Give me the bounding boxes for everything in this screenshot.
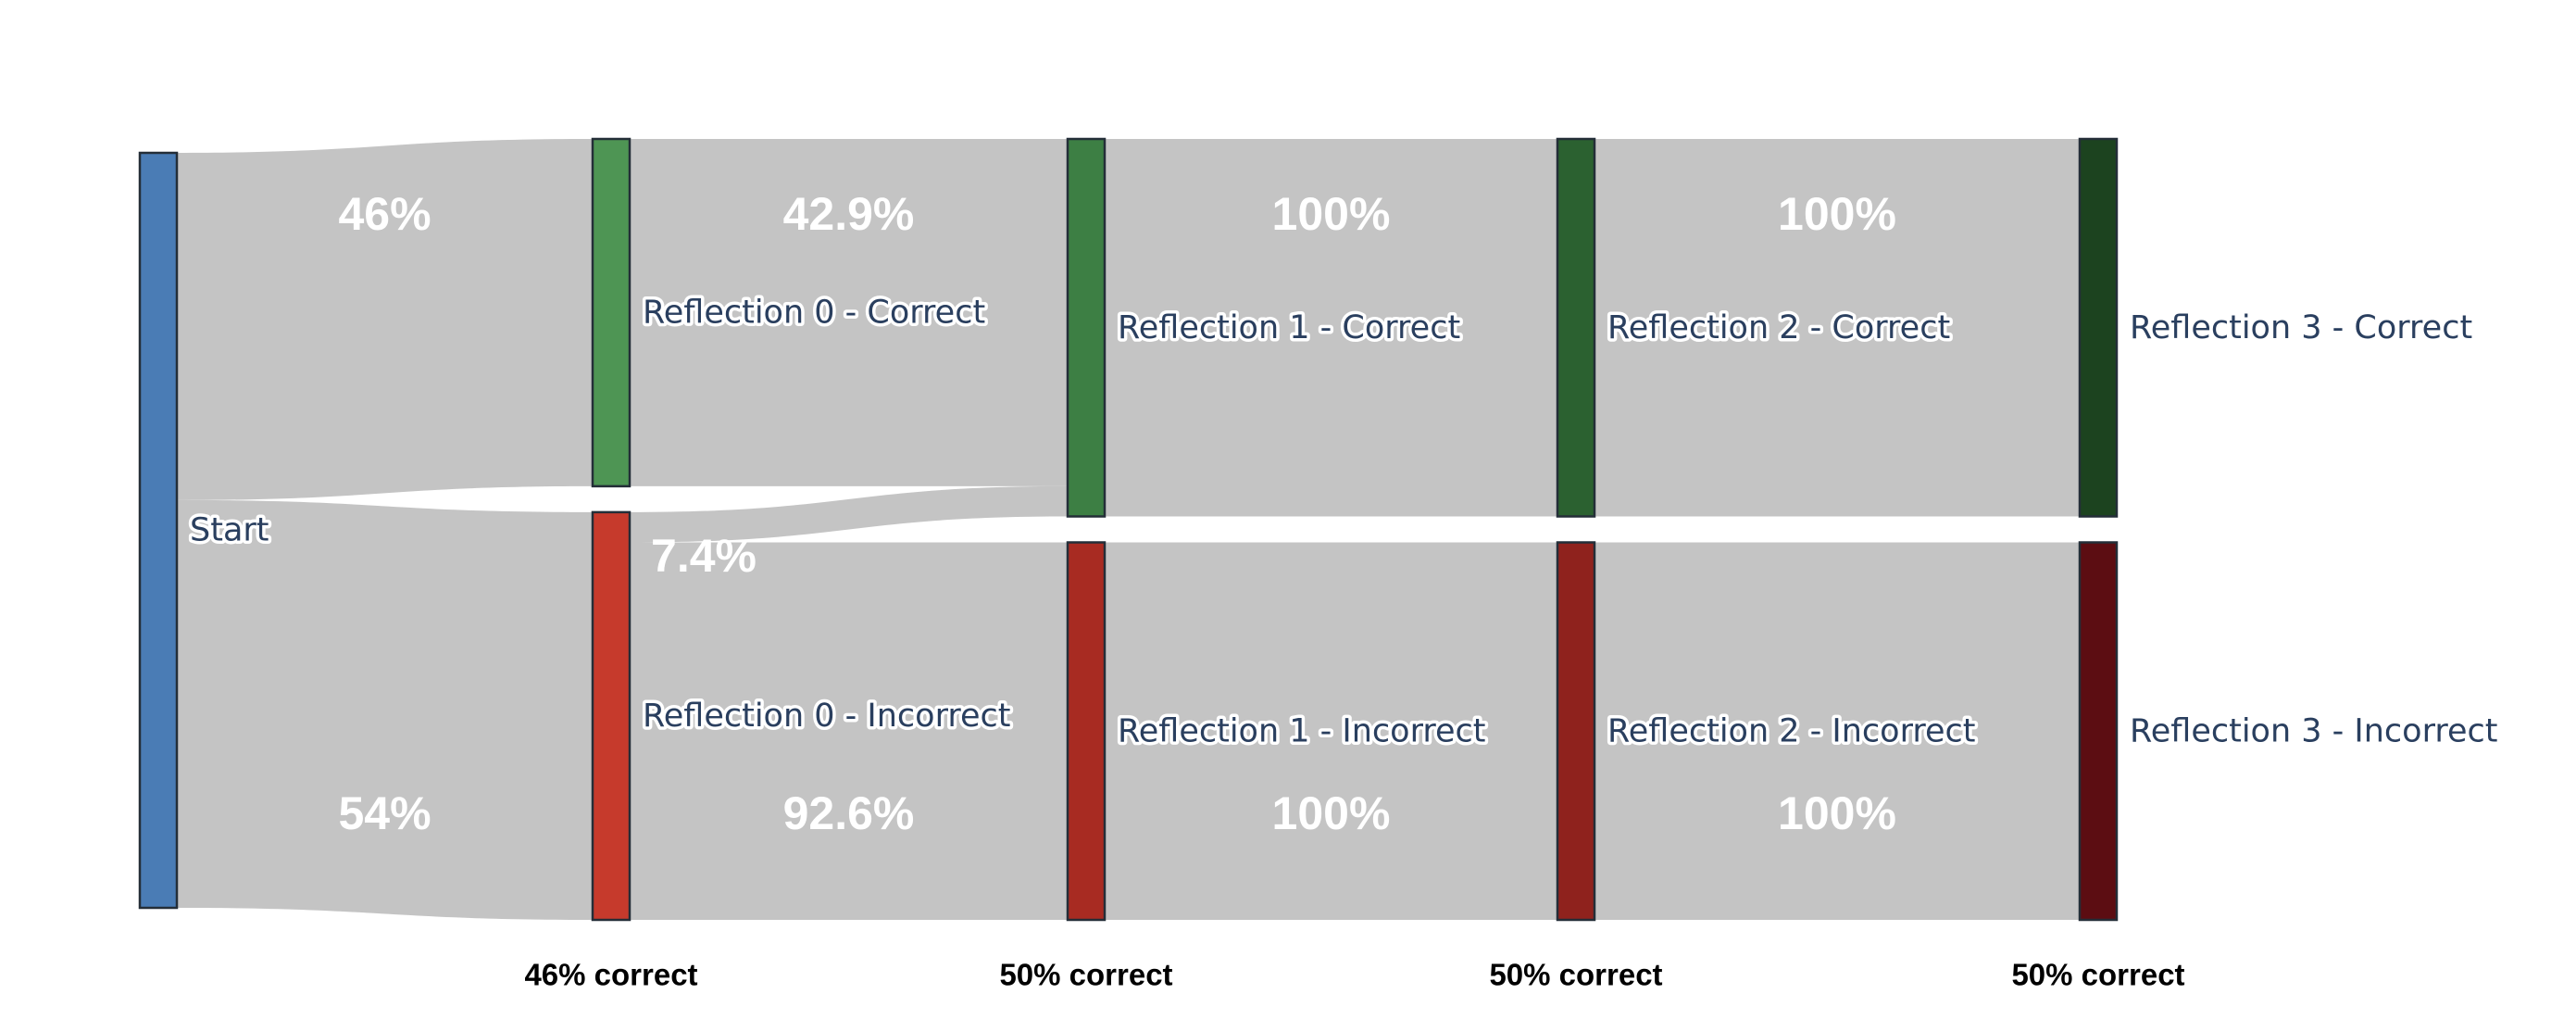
sankey-links (177, 139, 2080, 920)
flow-value-label: 42.9% (783, 188, 915, 240)
node-r1c[interactable] (1066, 137, 1107, 518)
node-start[interactable] (138, 151, 179, 910)
node-label-r2i: Reflection 2 - Incorrect (1607, 712, 1975, 749)
sankey-nodes (138, 137, 2119, 922)
node-r0c[interactable] (591, 137, 631, 488)
flow-r0i-to-r1i[interactable] (630, 542, 1068, 921)
axis-label-round-0: 46% correct (524, 958, 697, 992)
flow-r2i-to-r3i[interactable] (1594, 542, 2080, 921)
sankey-labels: 46% 54% 42.9% 7.4% 92.6% 100% 100% 100% 100% Star… (187, 188, 2501, 992)
flow-value-label: 46% (338, 188, 431, 240)
flow-value-label: 92.6% (783, 787, 915, 839)
node-label-r0i: Reflection 0 - Incorrect (643, 698, 1010, 735)
node-label-start: Start (190, 512, 269, 549)
node-label-r1i: Reflection 1 - Incorrect (1118, 712, 1485, 749)
node-label-r1c: Reflection 1 - Correct (1118, 309, 1460, 346)
node-r1i[interactable] (1066, 541, 1107, 922)
flow-r2c-to-r3c[interactable] (1594, 139, 2080, 517)
node-r0i[interactable] (591, 510, 631, 922)
node-r3i[interactable] (2078, 541, 2119, 922)
node-label-r3c: Reflection 3 - Correct (2130, 309, 2472, 346)
flow-r0i-to-r1c[interactable] (630, 485, 1068, 543)
flow-value-label: 100% (1778, 188, 1896, 240)
flow-start-to-r0c[interactable] (177, 139, 593, 500)
node-r3c[interactable] (2078, 137, 2119, 518)
node-label-r3i: Reflection 3 - Incorrect (2130, 712, 2497, 749)
node-label-r2c: Reflection 2 - Correct (1607, 309, 1950, 346)
flow-value-label: 100% (1272, 188, 1391, 240)
flow-value-label: 100% (1272, 787, 1391, 839)
flow-start-to-r0i[interactable] (177, 499, 593, 920)
axis-label-round-2: 50% correct (1489, 958, 1662, 992)
node-r2c[interactable] (1556, 137, 1596, 518)
flow-value-label: 7.4% (651, 530, 757, 582)
flow-r1i-to-r2i[interactable] (1105, 542, 1557, 921)
flow-value-label: 100% (1778, 787, 1896, 839)
flow-r0c-to-r1c[interactable] (630, 139, 1068, 486)
axis-label-round-3: 50% correct (2011, 958, 2184, 992)
flow-r1c-to-r2c[interactable] (1105, 139, 1557, 517)
flow-value-label: 54% (338, 787, 431, 839)
node-label-r0c: Reflection 0 - Correct (643, 294, 985, 331)
axis-label-round-1: 50% correct (999, 958, 1172, 992)
node-r2i[interactable] (1556, 541, 1596, 922)
